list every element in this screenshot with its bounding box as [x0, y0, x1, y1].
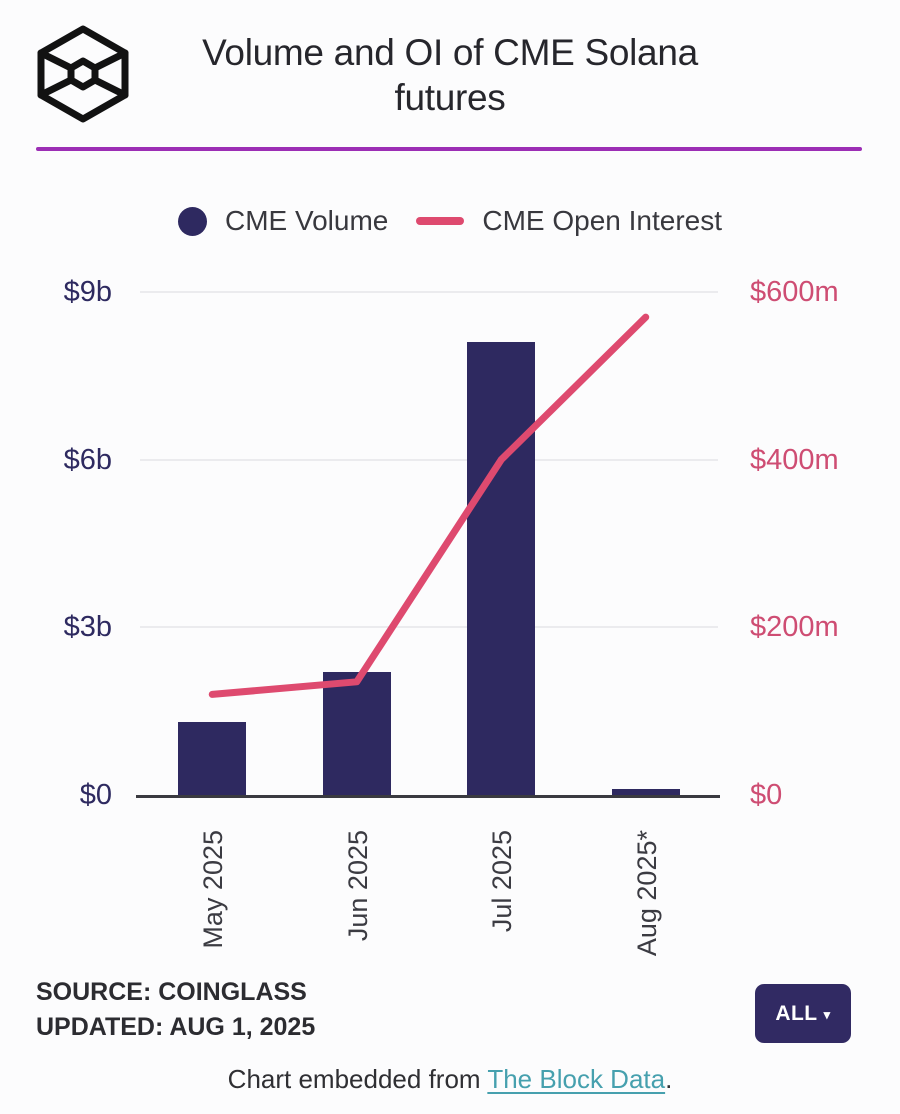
left-axis-tick-$9b: $9b — [63, 276, 112, 308]
the-block-data-link[interactable]: The Block Data — [487, 1064, 666, 1094]
x-axis-label-jul-2025: Jul 2025 — [487, 830, 518, 933]
bar-aug-2025-[interactable] — [611, 789, 680, 795]
range-selector-button[interactable]: ALL ▾ — [755, 984, 851, 1043]
chart-title: Volume and OI of CME Solana futures — [202, 32, 698, 119]
left-axis-tick-$3b: $3b — [63, 611, 112, 644]
gridline-$9b — [140, 291, 718, 293]
gridline-$6b — [140, 458, 718, 461]
source-note: SOURCE: COINGLASS UPDATED: AUG 1, 2025 — [36, 975, 315, 1044]
legend-item-open-interest[interactable]: CME Open Interest — [482, 205, 723, 236]
updated-line: UPDATED: AUG 1, 2025 — [36, 1012, 316, 1041]
the-block-logo-icon — [37, 25, 129, 123]
right-axis-tick-$200m: $200m — [750, 611, 839, 644]
legend-item-volume[interactable]: CME Volume — [224, 205, 389, 236]
attribution-footer: Chart embedded from The Block Data. — [0, 1064, 900, 1095]
oi-legend-swatch — [416, 217, 465, 225]
x-axis-line — [136, 795, 720, 798]
range-selector-label: ALL — [775, 1001, 818, 1025]
right-axis-tick-$600m: $600m — [750, 276, 839, 308]
title-divider — [36, 147, 862, 151]
caret-down-icon: ▾ — [823, 1006, 831, 1022]
right-axis-tick-$0: $0 — [750, 779, 783, 811]
x-axis-label-jun-2025: Jun 2025 — [342, 830, 373, 942]
bar-may-2025[interactable] — [178, 722, 247, 795]
x-axis-label-aug-2025-: Aug 2025* — [631, 830, 662, 957]
left-axis-tick-$6b: $6b — [63, 443, 112, 476]
chart-legend: CME Volume CME Open Interest — [0, 205, 900, 237]
bar-jul-2025[interactable] — [467, 342, 536, 795]
right-axis-tick-$400m: $400m — [750, 443, 839, 476]
volume-legend-swatch — [177, 206, 207, 236]
source-line: SOURCE: COINGLASS — [36, 978, 307, 1006]
gridline-$3b — [140, 626, 718, 629]
attribution-period: . — [665, 1064, 673, 1094]
left-axis-tick-$0: $0 — [79, 779, 112, 811]
bar-jun-2025[interactable] — [322, 672, 391, 795]
attribution-text: Chart embedded from — [227, 1064, 488, 1094]
